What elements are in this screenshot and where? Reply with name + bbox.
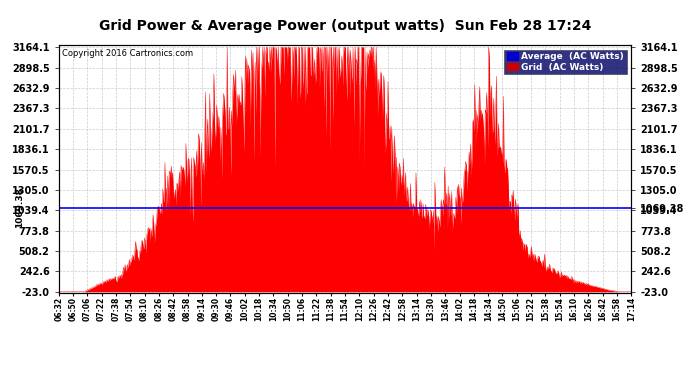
- Text: Grid Power & Average Power (output watts)  Sun Feb 28 17:24: Grid Power & Average Power (output watts…: [99, 19, 591, 33]
- Text: 1069.38: 1069.38: [15, 188, 24, 228]
- Legend: Average  (AC Watts), Grid  (AC Watts): Average (AC Watts), Grid (AC Watts): [504, 50, 627, 74]
- Text: Copyright 2016 Cartronics.com: Copyright 2016 Cartronics.com: [61, 49, 193, 58]
